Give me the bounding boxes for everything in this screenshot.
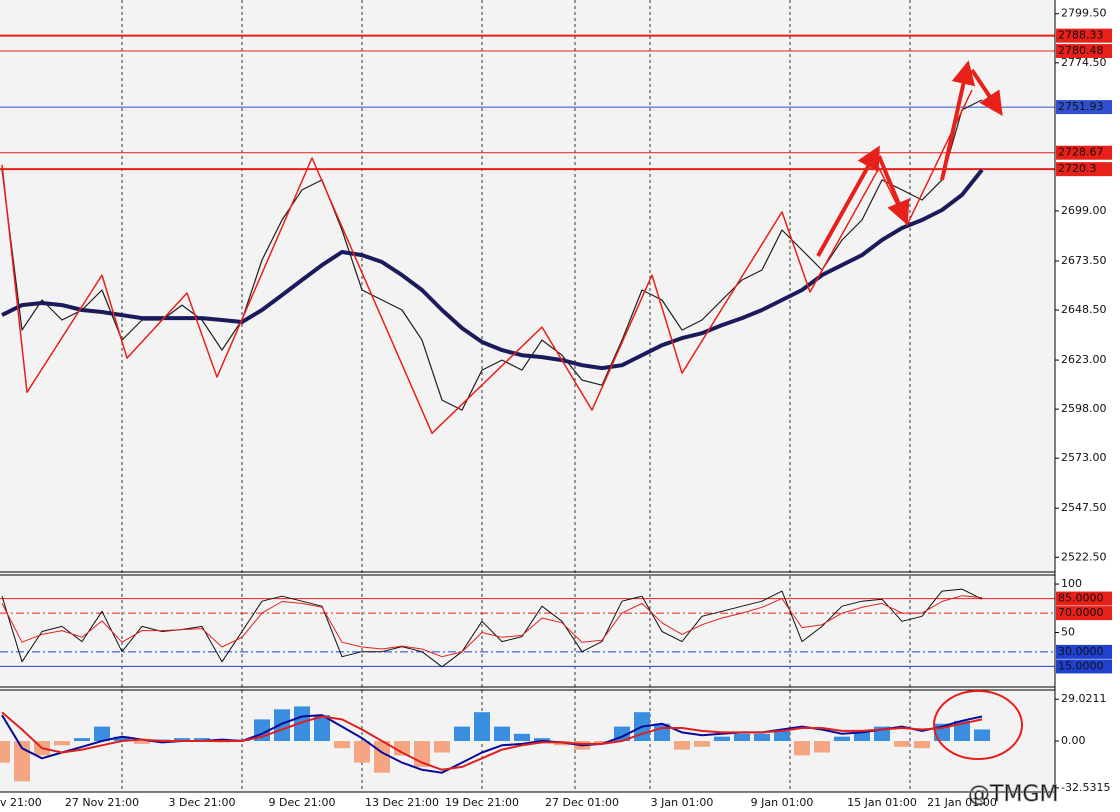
y-tick-label: 2673.50 xyxy=(1061,254,1107,267)
x-tick-label: 21 Jan 01:00 xyxy=(927,796,997,809)
x-tick-label: 19 Dec 21:00 xyxy=(445,796,519,809)
x-tick-label: 13 Dec 21:00 xyxy=(365,796,439,809)
level-label-box xyxy=(1056,28,1112,43)
histogram-bar xyxy=(594,741,610,744)
histogram-bar xyxy=(294,706,310,741)
y-tick-label: 2774.50 xyxy=(1061,56,1107,69)
histogram-bar xyxy=(754,733,770,741)
histogram-bar xyxy=(94,726,110,741)
histogram-bar xyxy=(774,729,790,741)
level-label: 2780.48 xyxy=(1058,44,1104,57)
histogram-bar xyxy=(914,741,930,749)
y-tick-label: 2799.50 xyxy=(1061,7,1107,20)
histogram-bar xyxy=(514,733,530,741)
y-tick-label: 0.00 xyxy=(1061,734,1086,747)
y-tick-label: 2648.50 xyxy=(1061,303,1107,316)
x-tick-label: 27 Nov 21:00 xyxy=(65,796,139,809)
histogram-bar xyxy=(74,738,90,741)
level-label-box xyxy=(1056,162,1112,177)
x-tick-label: 27 Dec 01:00 xyxy=(545,796,619,809)
level-label: 2728.67 xyxy=(1058,146,1104,159)
histogram-bar xyxy=(854,732,870,741)
level-label: 70.0000 xyxy=(1058,606,1104,619)
x-tick-label: 15 Jan 01:00 xyxy=(847,796,917,809)
histogram-bar xyxy=(354,741,370,763)
histogram-bar xyxy=(314,715,330,741)
y-tick-label: 2547.50 xyxy=(1061,501,1107,514)
y-tick-label: 50 xyxy=(1061,625,1075,638)
histogram-bar xyxy=(974,729,990,741)
level-label-box xyxy=(1056,591,1112,606)
histogram-bar xyxy=(734,733,750,741)
series-line xyxy=(1,714,983,774)
histogram-bar xyxy=(114,736,130,741)
highlight-ellipse xyxy=(933,690,1023,760)
y-tick-label: 2598.00 xyxy=(1061,402,1107,415)
y-tick-label: 2522.50 xyxy=(1061,550,1107,563)
histogram-bar xyxy=(834,736,850,741)
histogram-bar xyxy=(174,738,190,741)
histogram-bar xyxy=(54,741,70,746)
series-line xyxy=(1,89,973,435)
level-label-box xyxy=(1056,44,1112,59)
level-label-box xyxy=(1056,100,1112,115)
histogram-bar xyxy=(494,726,510,741)
time-grid xyxy=(121,0,911,792)
level-label: 85.0000 xyxy=(1058,592,1104,605)
histogram-bar xyxy=(674,741,690,750)
histogram-bar xyxy=(434,741,450,753)
histogram-bar xyxy=(0,741,10,763)
y-tick-label: 2573.00 xyxy=(1061,451,1107,464)
histogram-bar xyxy=(534,738,550,741)
histogram-bar xyxy=(274,709,290,741)
y-tick-label: -32.5315 xyxy=(1061,781,1110,794)
plot-background xyxy=(0,0,1055,792)
series-line xyxy=(1,588,983,668)
histogram-bar xyxy=(394,741,410,756)
trend-arrows xyxy=(816,60,1003,257)
x-tick-label: 9 Dec 21:00 xyxy=(269,796,336,809)
level-label-box xyxy=(1056,145,1112,160)
histogram-bar xyxy=(474,712,490,741)
histogram-bar xyxy=(694,741,710,747)
histogram-bar xyxy=(954,720,970,741)
level-label: 2720.3 xyxy=(1058,162,1097,175)
histogram-bar xyxy=(334,741,350,749)
series-line xyxy=(1,711,983,771)
y-tick-label: 2623.00 xyxy=(1061,353,1107,366)
panel-borders xyxy=(0,0,1056,793)
x-tick-label: 9 Jan 01:00 xyxy=(751,796,814,809)
x-tick-label: 3 Jan 01:00 xyxy=(651,796,714,809)
histogram-bar xyxy=(794,741,810,756)
histogram-bar xyxy=(454,726,470,741)
level-label: 2751.93 xyxy=(1058,100,1104,113)
histogram-bar xyxy=(194,738,210,741)
x-tick-label: v 21:00 xyxy=(0,796,42,809)
level-label-box xyxy=(1056,606,1112,621)
level-label-box xyxy=(1056,659,1112,674)
histogram-bar xyxy=(714,736,730,741)
level-label: 2788.33 xyxy=(1058,29,1104,42)
y-tick-label: 100 xyxy=(1061,577,1082,590)
x-tick-label: 3 Dec 21:00 xyxy=(169,796,236,809)
level-label-box xyxy=(1056,644,1112,659)
watermark: @TMGM xyxy=(968,782,1058,807)
series-line xyxy=(1,595,983,658)
level-label: 15.0000 xyxy=(1058,659,1104,672)
histogram-bar xyxy=(894,741,910,747)
histogram-bar xyxy=(814,741,830,753)
y-tick-label: 2699.00 xyxy=(1061,204,1107,217)
histogram-bar xyxy=(374,741,390,773)
histogram-bar xyxy=(134,741,150,744)
y-tick-label: 29.0211 xyxy=(1061,692,1107,705)
level-label: 30.0000 xyxy=(1058,645,1104,658)
